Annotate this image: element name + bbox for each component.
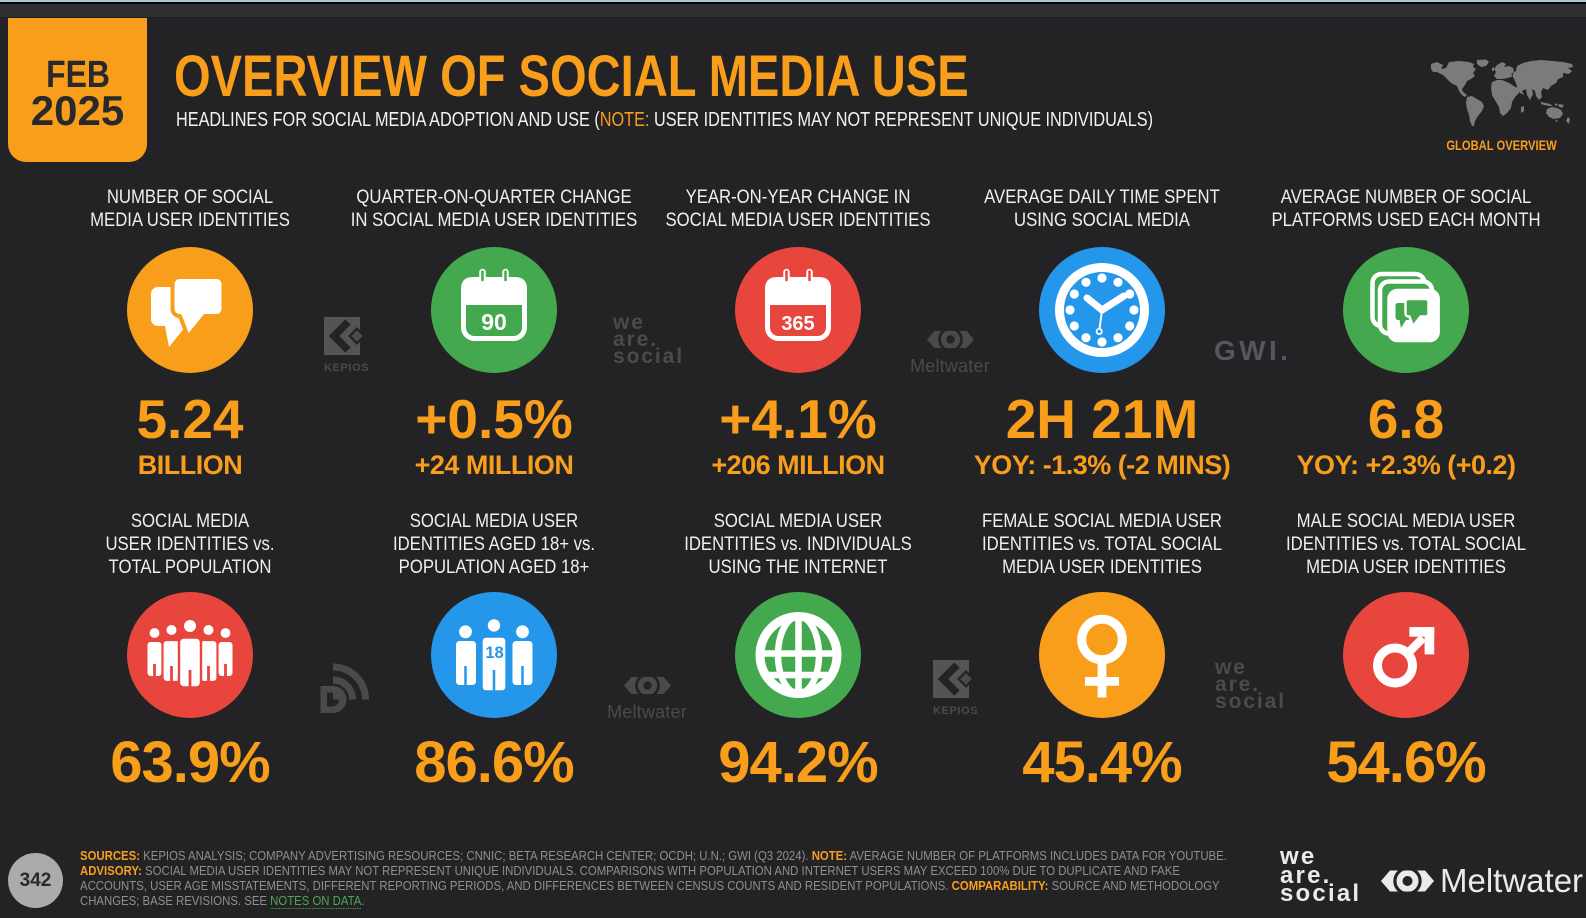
svg-text:90: 90 xyxy=(481,309,507,335)
svg-text:18: 18 xyxy=(485,644,503,662)
svg-text:365: 365 xyxy=(781,313,814,335)
